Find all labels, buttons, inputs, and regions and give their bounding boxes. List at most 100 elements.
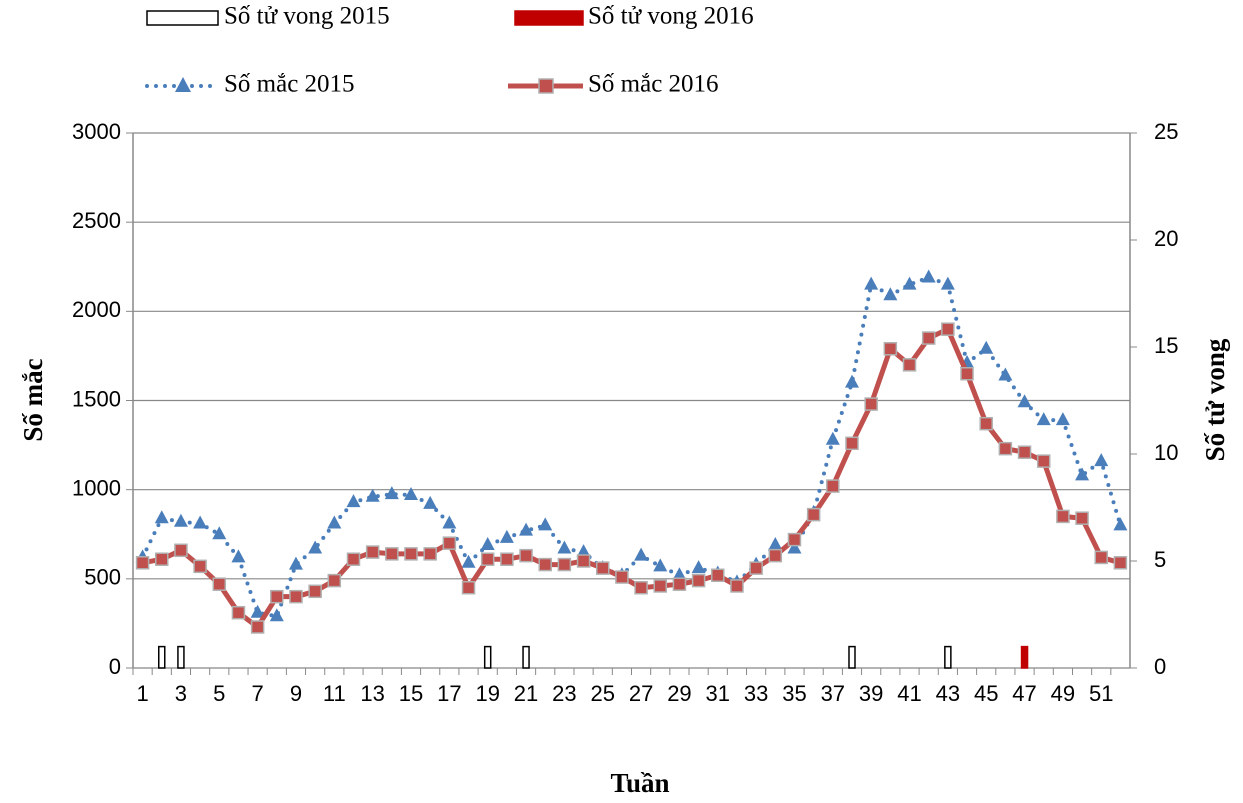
marker <box>595 561 610 575</box>
x-tick-label: 9 <box>290 681 302 706</box>
x-tick-label: 29 <box>667 681 691 706</box>
marker <box>365 488 380 502</box>
marker <box>921 269 936 283</box>
marker <box>883 342 898 356</box>
marker <box>691 573 706 588</box>
marker <box>749 561 763 575</box>
y-tick-label: 500 <box>84 565 121 590</box>
marker <box>557 540 572 554</box>
marker <box>1113 556 1128 570</box>
marker <box>615 570 629 584</box>
x-tick-label: 31 <box>706 681 730 706</box>
marker <box>250 620 265 634</box>
marker <box>960 367 974 381</box>
marker <box>1094 550 1108 565</box>
marker <box>825 431 840 445</box>
marker <box>173 513 188 527</box>
marker <box>1094 453 1109 467</box>
legend-swatch <box>146 10 219 26</box>
marker <box>499 529 514 543</box>
legend-swatch <box>514 10 584 26</box>
marker <box>500 552 514 566</box>
marker <box>231 549 246 563</box>
x-tick-label: 1 <box>136 681 148 706</box>
marker <box>1075 511 1089 525</box>
marker <box>902 358 917 372</box>
y2-tick-label: 15 <box>1154 333 1178 358</box>
x-tick-label: 27 <box>629 681 653 706</box>
x-tick-label: 7 <box>252 681 264 706</box>
marker <box>442 536 457 550</box>
marker <box>308 540 323 554</box>
x-tick-label: 25 <box>590 681 614 706</box>
x-tick-label: 13 <box>360 681 384 706</box>
marker <box>787 540 802 554</box>
marker <box>231 605 246 620</box>
marker <box>634 581 648 595</box>
marker <box>289 589 303 604</box>
x-tick-label: 47 <box>1012 681 1036 706</box>
marker <box>768 548 783 563</box>
marker <box>155 552 169 566</box>
marker <box>979 416 993 431</box>
y-tick-label: 1000 <box>72 475 121 500</box>
marker <box>174 543 188 558</box>
x-tick-label: 5 <box>213 681 225 706</box>
marker <box>806 507 821 522</box>
x-tick-label: 21 <box>514 681 538 706</box>
x-tick-label: 37 <box>821 681 845 706</box>
marker <box>480 552 495 566</box>
bar <box>177 645 185 669</box>
marker <box>711 568 725 583</box>
marker <box>480 536 495 550</box>
x-tick-label: 23 <box>552 681 576 706</box>
marker <box>576 554 591 568</box>
y2-tick-label: 0 <box>1154 654 1166 679</box>
marker <box>538 517 553 531</box>
y2-tick-label: 5 <box>1154 547 1166 572</box>
x-tick-label: 45 <box>974 681 998 706</box>
marker <box>1056 509 1070 524</box>
marker <box>250 604 265 618</box>
marker <box>461 581 476 595</box>
marker <box>576 544 591 558</box>
legend-label: Số mắc 2015 <box>224 71 355 98</box>
x-tick-label: 35 <box>782 681 806 706</box>
bar <box>158 645 166 669</box>
marker <box>864 397 878 411</box>
marker <box>385 547 399 561</box>
marker <box>672 577 687 591</box>
marker <box>404 487 419 501</box>
marker <box>519 548 533 563</box>
marker <box>538 557 552 572</box>
y-tick-label: 0 <box>109 654 121 679</box>
marker <box>423 495 438 509</box>
x-tick-label: 15 <box>399 681 423 706</box>
x-tick-label: 43 <box>936 681 960 706</box>
legend-label: Số mắc 2016 <box>588 71 719 98</box>
marker <box>883 287 898 301</box>
x-tick-label: 39 <box>859 681 883 706</box>
marker <box>346 494 361 508</box>
marker <box>423 547 437 561</box>
marker <box>768 536 783 550</box>
marker <box>979 340 994 354</box>
y2-tick-label: 25 <box>1154 119 1178 144</box>
line <box>140 275 1123 619</box>
marker <box>844 374 859 388</box>
legend-marker <box>538 78 554 94</box>
marker <box>308 584 322 599</box>
marker <box>404 547 418 561</box>
y-tick-label: 2000 <box>72 297 121 322</box>
x-tick-label: 19 <box>475 681 499 706</box>
marker <box>1017 394 1032 408</box>
marker <box>1017 445 1032 459</box>
marker <box>787 532 802 547</box>
x-tick-label: 49 <box>1051 681 1075 706</box>
marker <box>135 556 150 570</box>
x-tick-label: 3 <box>175 681 187 706</box>
marker <box>212 526 227 540</box>
x-tick-label: 17 <box>437 681 461 706</box>
marker <box>653 579 668 593</box>
legend-label: Số tử vong 2016 <box>588 3 754 30</box>
